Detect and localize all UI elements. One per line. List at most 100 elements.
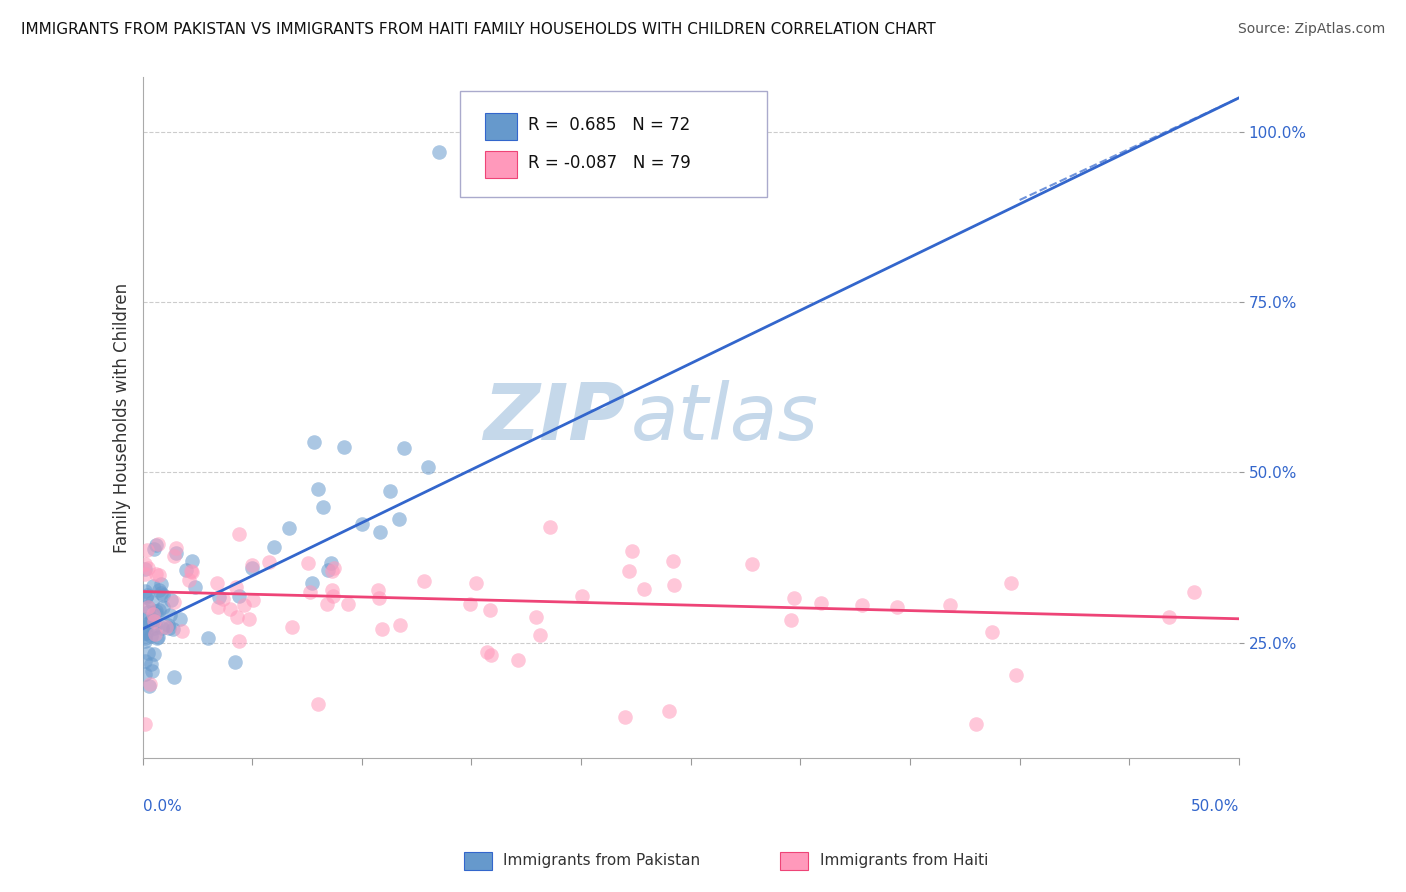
Point [160,592,183,607]
Point [208,590,231,604]
Point [312,500,335,515]
Point [142,579,165,593]
Point [388,617,411,632]
Point [323,561,346,575]
Point [134,667,156,681]
Point [337,597,360,611]
Point [134,562,156,576]
Point [150,586,173,600]
Point [136,600,159,615]
Point [139,629,162,643]
Point [664,578,686,592]
Point [658,704,681,718]
Point [304,435,326,450]
Point [319,556,342,570]
Point [134,558,156,572]
Point [155,620,177,634]
Point [392,441,415,455]
Point [184,580,207,594]
Point [152,621,174,635]
Point [321,582,343,597]
Point [980,625,1002,640]
FancyBboxPatch shape [485,113,517,140]
Point [146,631,169,645]
Y-axis label: Family Households with Children: Family Households with Children [114,283,131,553]
Point [148,583,170,598]
Point [321,564,343,578]
Point [174,563,197,577]
Point [152,588,174,602]
Point [142,542,165,557]
Point [212,591,235,606]
Point [478,603,501,617]
Point [180,565,202,579]
Point [617,564,640,578]
Text: Immigrants from Haiti: Immigrants from Haiti [820,854,988,868]
Point [207,600,229,615]
Point [138,676,160,690]
Point [228,633,250,648]
Point [524,610,547,624]
Point [148,568,170,582]
Point [165,546,187,560]
Point [157,618,180,632]
Point [143,621,166,635]
Point [136,560,159,574]
Point [163,670,186,684]
Point [368,591,391,606]
Point [134,654,156,668]
Point [141,612,163,626]
Point [134,566,156,581]
Point [145,567,167,582]
Point [621,544,644,558]
Point [307,482,329,496]
Point [157,621,180,635]
Point [143,627,166,641]
Point [886,600,908,615]
Point [141,595,163,609]
Text: Immigrants from Pakistan: Immigrants from Pakistan [503,854,700,868]
Point [1182,585,1205,599]
Point [1004,668,1026,682]
Point [228,589,250,603]
Point [613,710,636,724]
Point [366,583,388,598]
FancyBboxPatch shape [485,151,517,178]
Point [149,577,172,591]
Point [413,574,436,588]
Point [134,620,156,634]
Point [141,664,163,678]
Point [139,615,162,629]
FancyBboxPatch shape [461,91,768,196]
Point [139,657,162,672]
Point [370,524,392,539]
Point [225,580,247,594]
Point [145,607,167,621]
Point [136,589,159,603]
Point [278,521,301,535]
Point [170,624,193,639]
Point [263,540,285,554]
Point [136,542,159,557]
Point [810,596,832,610]
Text: Source: ZipAtlas.com: Source: ZipAtlas.com [1237,22,1385,37]
Point [138,647,160,661]
Point [571,590,593,604]
Point [134,584,156,599]
Point [257,555,280,569]
Point [464,575,486,590]
Point [240,558,263,572]
Text: atlas: atlas [630,380,818,456]
Point [297,556,319,570]
Point [228,526,250,541]
Point [135,625,157,640]
Point [741,557,763,571]
Text: 0.0%: 0.0% [142,799,181,814]
Point [134,717,156,731]
Point [142,614,165,628]
Point [1157,609,1180,624]
Point [939,598,962,612]
Point [416,460,439,475]
Point [136,605,159,619]
Point [224,655,246,669]
